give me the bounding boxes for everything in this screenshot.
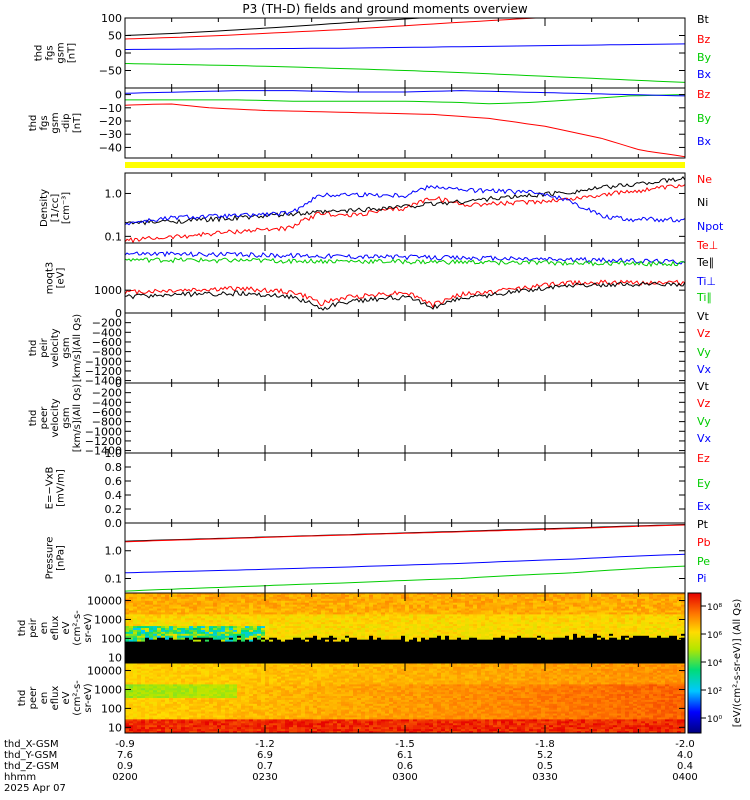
y-tick-label: −50 xyxy=(99,65,122,78)
y-tick-label: 0.6 xyxy=(105,475,123,488)
series-line-density-0 xyxy=(125,185,685,243)
y-tick-label: 0 xyxy=(115,47,122,60)
y-axis-label: thdpeervelocitygsm[km/s](All Qs) xyxy=(28,384,83,452)
y-axis-label: E=−VxB[mV/m] xyxy=(45,467,67,510)
panel-pressure: 1.0 0.1 Pressure[nPa] xyxy=(45,523,686,593)
y-tick-label: 0.2 xyxy=(105,503,123,516)
quality-flag-bar xyxy=(125,162,685,168)
y-tick-label: −40 xyxy=(99,141,122,154)
figure-title: P3 (TH-D) fields and ground moments over… xyxy=(242,2,527,16)
y-tick-label: 0.1 xyxy=(105,572,123,585)
panel-fgs_gsm_dip: 0−10−20−30−40 thdfgsgsm-dip[nT] xyxy=(28,88,685,158)
panel-density: 1.0 0.1 Density[1/cc][cm⁻³] xyxy=(39,173,685,243)
panel-frame xyxy=(125,88,685,158)
y-axis-label: Pressure[nPa] xyxy=(45,537,67,580)
y-tick-label: −10 xyxy=(99,102,122,115)
y-axis-label: moqt3[eV] xyxy=(45,262,67,295)
panel-peir_spec: 10000100010010thdpeirenefluxeV(cm²-s-sr-… xyxy=(17,593,686,664)
panel-efield: 1.00.80.60.40.20.0 E=−VxB[mV/m] xyxy=(45,447,686,530)
y-tick-label: 0.4 xyxy=(105,489,123,502)
panel-frame xyxy=(125,383,685,453)
panels: 100500−50thdfgsgsm[nT]0−10−20−30−40thdfg… xyxy=(17,1,686,734)
series-line-fgs_gsm-2 xyxy=(125,64,685,83)
y-tick-label: 0 xyxy=(115,89,122,102)
series-line-pressure-3 xyxy=(125,554,685,573)
y-axis-label: thdfgsgsm[nT] xyxy=(34,42,78,63)
panel-frame xyxy=(125,313,685,383)
series-line-fgs_gsm-3 xyxy=(125,44,685,50)
y-axis-label: thdpeirvelocitygsm[km/s](All Qs) xyxy=(28,314,83,382)
y-tick-label: 0.1 xyxy=(105,230,123,243)
y-tick-label: −30 xyxy=(99,128,122,141)
panel-frame xyxy=(125,453,685,523)
series-line-density-1 xyxy=(125,177,685,225)
panel-frame xyxy=(125,18,685,88)
y-axis-label: Density[1/cc][cm⁻³] xyxy=(39,189,72,227)
y-tick-label: −20 xyxy=(99,115,122,128)
series-line-fgs_gsm_dip-0 xyxy=(125,104,685,157)
y-tick-label: 1.0 xyxy=(105,447,123,460)
panel-peer_velocity: 0−200−400−600−800−1000−1200−1400thdpeerv… xyxy=(28,377,685,458)
panel-peir_velocity: 0−200−400−600−800−1000−1200−1400thdpeirv… xyxy=(28,307,685,388)
series-line-temperature-2 xyxy=(125,252,685,264)
y-tick-label: 1.0 xyxy=(105,545,123,558)
y-axis-label: thdfgsgsm-dip[nT] xyxy=(28,112,83,133)
y-tick-label: 0.8 xyxy=(105,461,123,474)
series-line-temperature-0 xyxy=(125,280,685,307)
y-tick-label: 100 xyxy=(101,12,122,25)
panel-temperature: 1000 moqt3[eV] xyxy=(45,243,686,313)
y-tick-label: 1000 xyxy=(94,284,122,297)
y-tick-label: 50 xyxy=(108,30,122,43)
y-tick-label: 1.0 xyxy=(105,187,123,200)
y-tick-label: 0.0 xyxy=(105,517,123,530)
